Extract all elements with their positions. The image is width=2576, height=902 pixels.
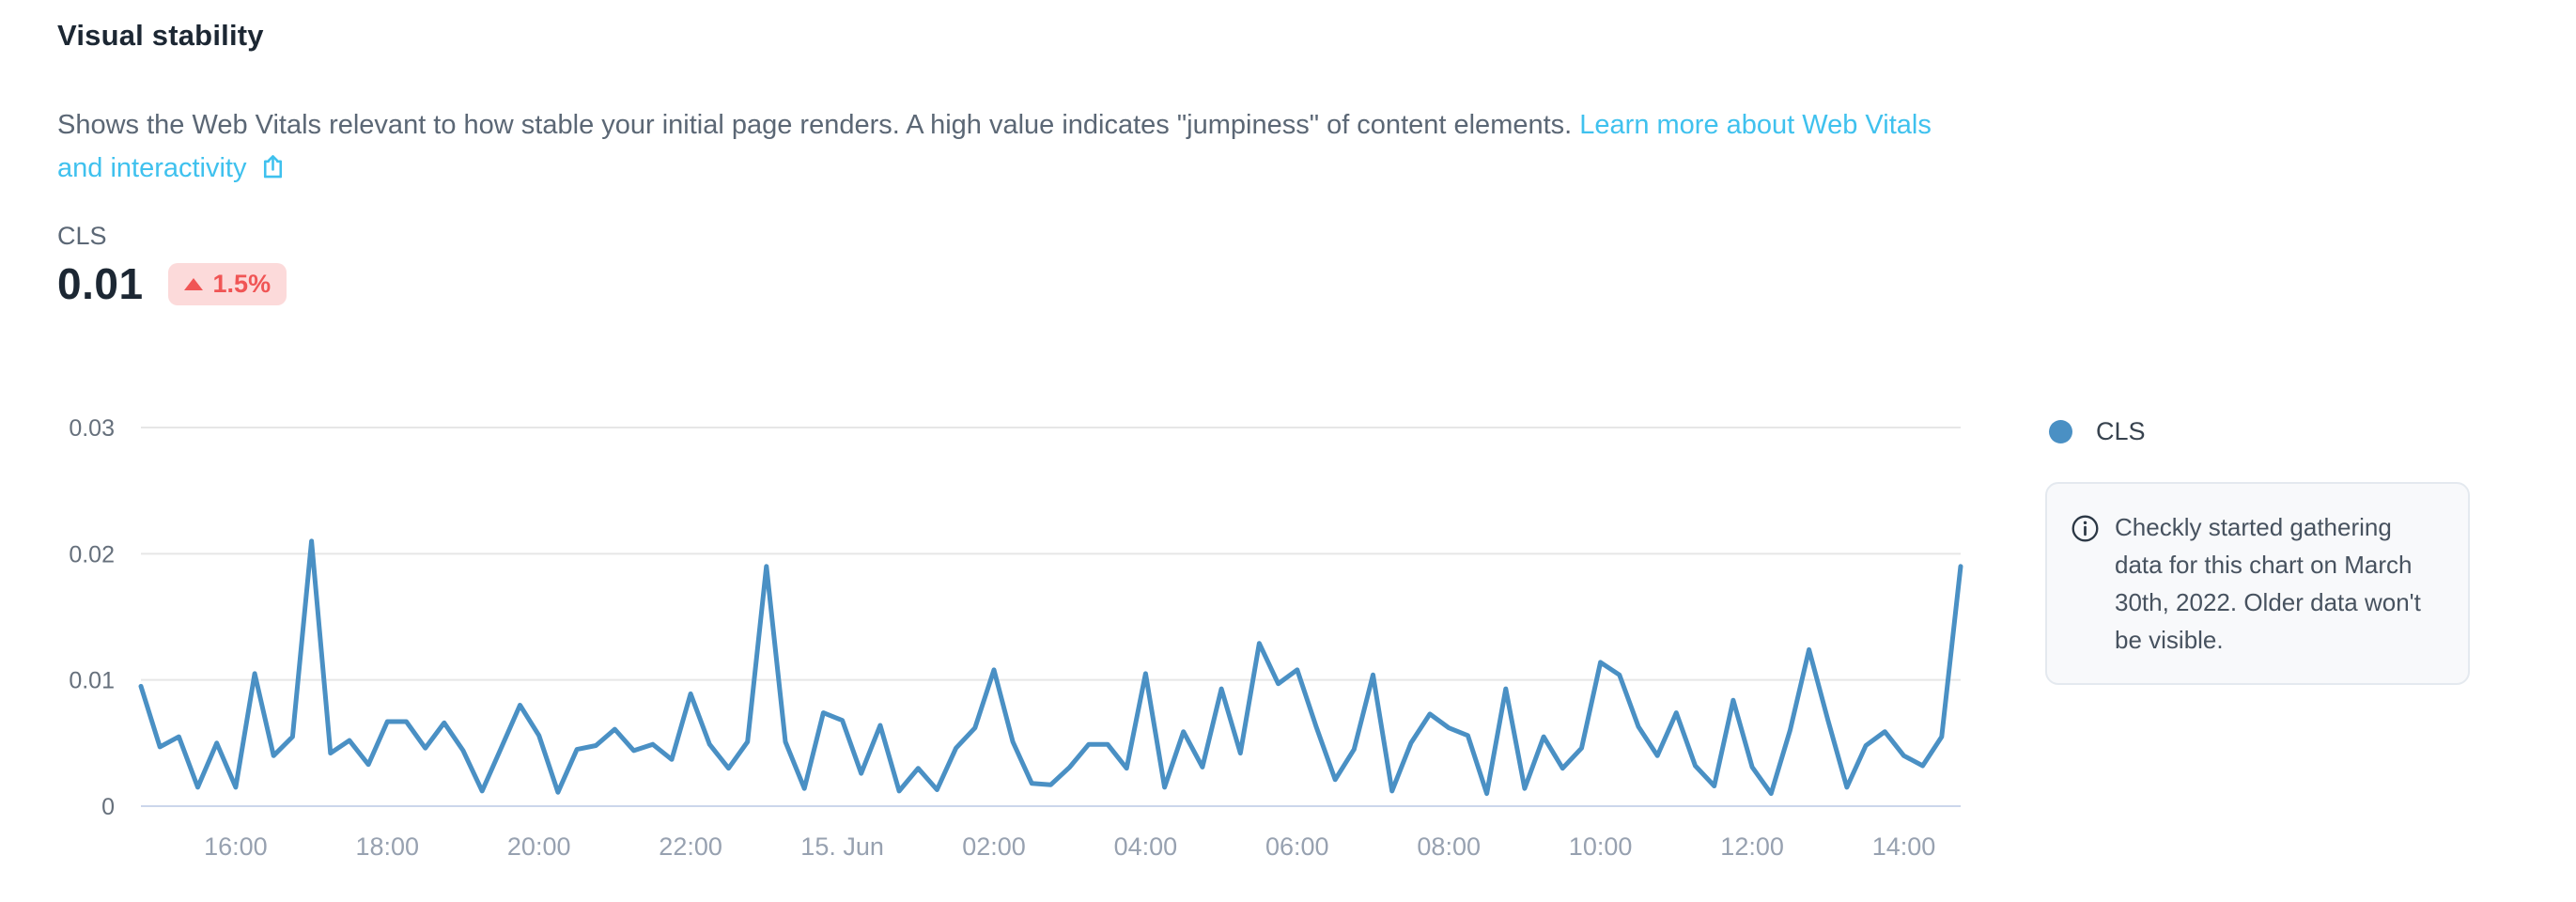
external-link-icon — [263, 155, 282, 179]
cls-metric: CLS 0.01 1.5% — [57, 222, 287, 309]
info-box: Checkly started gathering data for this … — [2045, 482, 2470, 685]
svg-text:10:00: 10:00 — [1569, 832, 1633, 861]
learn-more-label: Learn more about Web Vitals and interact… — [57, 110, 1932, 183]
info-box-text: Checkly started gathering data for this … — [2115, 513, 2421, 654]
arrow-up-icon — [183, 277, 203, 290]
svg-text:08:00: 08:00 — [1417, 832, 1481, 861]
svg-text:02:00: 02:00 — [962, 832, 1026, 861]
chart-canvas: 0 0.01 0.02 0.03 16:00 18:00 20:00 22:00 15. Jun… — [69, 415, 1963, 861]
svg-text:12:00: 12:00 — [1720, 832, 1784, 861]
delta-value: 1.5% — [212, 269, 272, 298]
svg-text:0: 0 — [101, 794, 115, 820]
learn-more-link[interactable]: Learn more about Web Vitals and interact… — [57, 110, 1932, 183]
info-icon — [2072, 515, 2099, 542]
page-title: Visual stability — [57, 19, 264, 52]
svg-text:16:00: 16:00 — [204, 832, 268, 861]
delta-badge: 1.5% — [167, 262, 287, 305]
svg-text:0.01: 0.01 — [69, 668, 115, 694]
svg-text:14:00: 14:00 — [1872, 832, 1936, 861]
metric-value: 0.01 — [57, 259, 144, 308]
svg-text:06:00: 06:00 — [1265, 832, 1329, 861]
svg-text:15. Jun: 15. Jun — [800, 832, 884, 861]
svg-text:04:00: 04:00 — [1114, 832, 1178, 861]
legend-item-cls[interactable]: CLS — [2045, 417, 2470, 446]
svg-text:0.03: 0.03 — [69, 415, 115, 442]
legend-dot-icon — [2049, 420, 2072, 443]
cls-line-chart[interactable]: 0 0.01 0.02 0.03 16:00 18:00 20:00 22:00 15. Jun… — [38, 404, 2029, 883]
legend-label: CLS — [2096, 417, 2146, 445]
svg-text:0.02: 0.02 — [69, 541, 115, 568]
description: Shows the Web Vitals relevant to how sta… — [57, 103, 1946, 190]
svg-text:18:00: 18:00 — [356, 832, 420, 861]
svg-text:20:00: 20:00 — [507, 832, 571, 861]
description-text: Shows the Web Vitals relevant to how sta… — [57, 110, 1573, 140]
chart-side-panel: CLS Checkly started gathering data for t… — [2045, 417, 2470, 685]
metric-label: CLS — [57, 222, 107, 250]
svg-text:22:00: 22:00 — [659, 832, 722, 861]
